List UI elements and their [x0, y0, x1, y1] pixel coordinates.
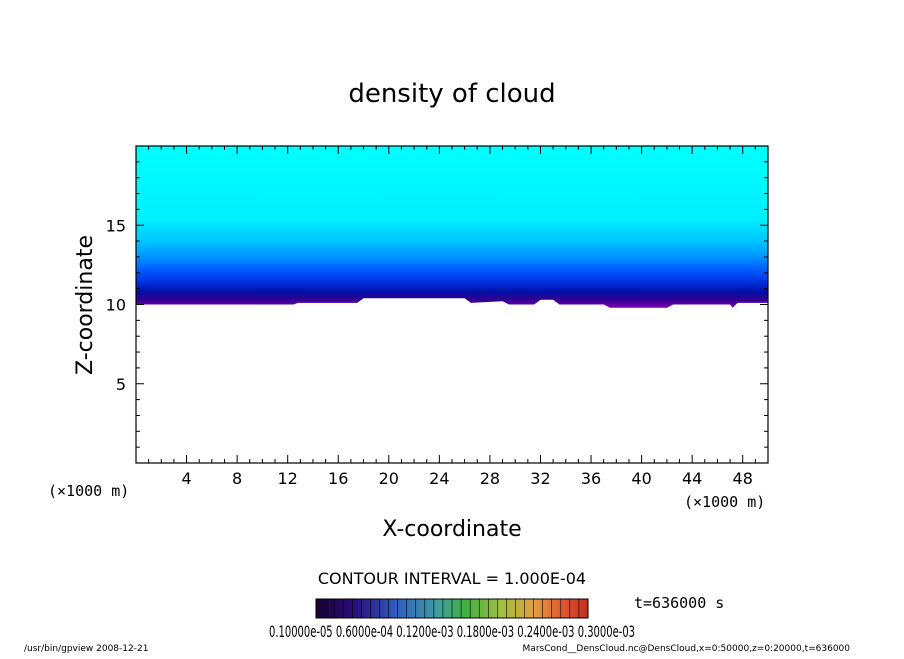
- x-tick-label: 48: [733, 469, 753, 488]
- x-tick-label: 40: [631, 469, 651, 488]
- colorbar-tick-labels: 0.10000e-05 0.6000e-04 0.1200e-03 0.1800…: [269, 622, 635, 641]
- time-label: t=636000 s: [634, 594, 724, 612]
- y-tick-label: 15: [106, 216, 126, 235]
- x-tick-label: 16: [328, 469, 348, 488]
- x-tick-label: 44: [682, 469, 702, 488]
- y-axis-unit: (×1000 m): [48, 482, 129, 500]
- colorbar-levels: [324, 599, 580, 618]
- x-tick-label: 24: [429, 469, 449, 488]
- footer-left: /usr/bin/gpview 2008-12-21: [24, 644, 148, 654]
- x-axis-label: X-coordinate: [382, 517, 521, 542]
- x-tick-label: 20: [379, 469, 399, 488]
- cloud-density-region: [136, 146, 768, 308]
- y-axis-label: Z-coordinate: [73, 235, 98, 375]
- x-tick-label: 4: [181, 469, 191, 488]
- y-tick-label: 5: [116, 375, 126, 394]
- cloud-field: [136, 146, 768, 308]
- footer-right: MarsCond__DensCloud.nc@DensCloud,x=0:500…: [523, 644, 851, 654]
- x-axis-unit: (×1000 m): [684, 493, 765, 511]
- chart-title: density of cloud: [348, 79, 555, 109]
- contour-interval-label: CONTOUR INTERVAL = 1.000E-04: [318, 569, 586, 588]
- y-tick-label: 10: [106, 296, 126, 315]
- x-tick-label: 32: [530, 469, 550, 488]
- x-tick-label: 12: [278, 469, 298, 488]
- x-tick-label: 36: [581, 469, 601, 488]
- x-tick-label: 8: [232, 469, 242, 488]
- x-tick-label: 28: [480, 469, 500, 488]
